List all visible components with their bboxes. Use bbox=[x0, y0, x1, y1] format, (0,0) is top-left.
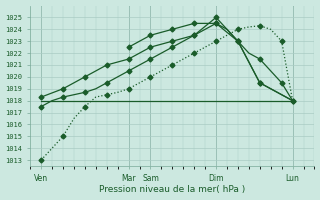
X-axis label: Pression niveau de la mer( hPa ): Pression niveau de la mer( hPa ) bbox=[99, 185, 245, 194]
